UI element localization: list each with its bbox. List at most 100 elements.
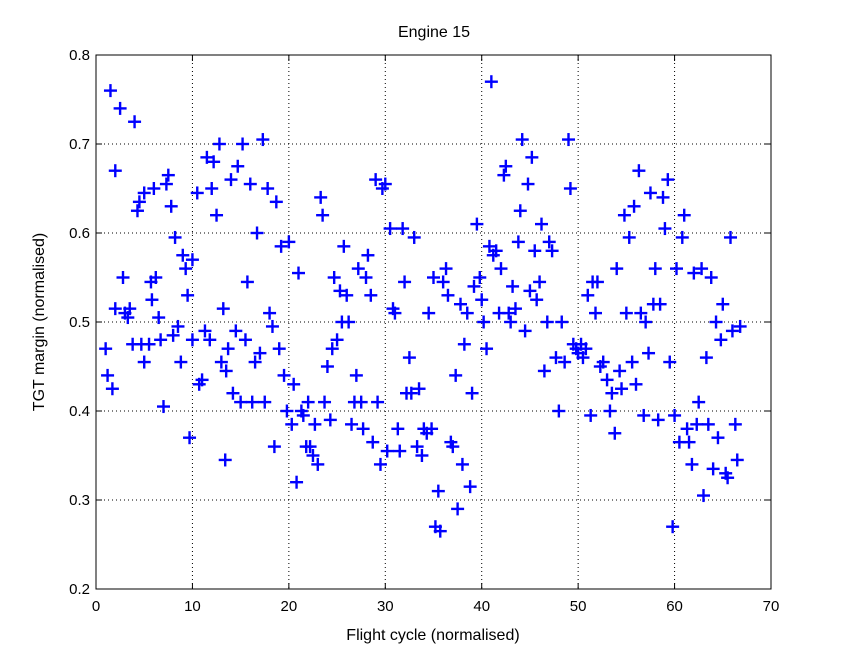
data-point <box>603 404 617 418</box>
data-point <box>371 395 385 409</box>
data-point <box>639 315 653 329</box>
data-point <box>622 230 636 244</box>
data-point <box>323 413 337 427</box>
data-point <box>480 342 494 356</box>
data-point <box>675 230 689 244</box>
data-point <box>415 449 429 462</box>
data-point <box>634 306 648 320</box>
data-point <box>600 373 614 387</box>
data-point <box>555 315 569 329</box>
data-point <box>306 449 320 462</box>
data-point <box>216 302 230 316</box>
data-point <box>642 346 656 360</box>
data-point <box>364 288 378 302</box>
data-point <box>714 333 728 347</box>
data-point <box>231 159 245 173</box>
data-point <box>454 297 467 311</box>
data-point <box>552 404 566 418</box>
data-point <box>721 471 735 485</box>
data-point <box>210 208 224 222</box>
data-point <box>159 177 173 191</box>
y-tick-label: 0.4 <box>69 403 90 420</box>
data-point <box>436 275 450 289</box>
data-point <box>584 408 598 422</box>
data-point <box>164 199 178 213</box>
data-point <box>245 395 259 409</box>
data-point <box>258 395 272 409</box>
data-point <box>226 386 240 400</box>
chart-title: Engine 15 <box>398 24 470 41</box>
data-point <box>632 164 646 178</box>
data-point <box>653 297 667 311</box>
data-point <box>680 422 694 436</box>
data-point <box>311 457 325 471</box>
x-tick-label: 0 <box>92 598 100 615</box>
data-point <box>643 186 657 200</box>
data-point <box>393 444 407 458</box>
data-point <box>682 435 696 449</box>
data-point <box>475 293 489 307</box>
data-point <box>198 324 212 338</box>
data-point <box>666 520 680 534</box>
data-point <box>613 364 627 378</box>
data-point <box>562 133 575 147</box>
data-point <box>185 253 199 267</box>
data-point <box>116 271 130 284</box>
data-point <box>292 266 305 280</box>
data-point <box>234 395 248 409</box>
data-point <box>579 342 593 356</box>
data-point <box>263 306 277 320</box>
data-point <box>661 173 675 187</box>
data-point <box>296 408 310 422</box>
data-point <box>407 230 421 244</box>
data-point <box>528 244 542 258</box>
y-tick-label: 0.5 <box>69 314 90 331</box>
data-point <box>205 182 219 195</box>
data-point <box>366 435 380 449</box>
y-axis-label: TGT margin (normalised) <box>31 233 48 411</box>
data-point <box>502 306 516 320</box>
data-point <box>181 288 195 302</box>
data-point <box>629 377 643 391</box>
data-point <box>449 368 463 382</box>
data-point <box>327 271 341 284</box>
data-point <box>250 226 264 240</box>
data-point <box>412 382 426 396</box>
data-point <box>161 168 175 182</box>
data-point <box>108 302 122 316</box>
data-point <box>145 293 159 307</box>
data-point <box>253 346 267 360</box>
data-point <box>236 137 250 151</box>
data-point <box>168 230 182 244</box>
data-point <box>154 333 168 347</box>
data-point <box>391 422 405 436</box>
data-point <box>229 324 243 338</box>
x-tick-label: 10 <box>184 598 201 615</box>
data-point <box>608 426 622 440</box>
data-point <box>610 262 624 276</box>
data-point <box>460 306 474 320</box>
y-tick-label: 0.7 <box>69 136 90 153</box>
data-point <box>433 524 447 538</box>
data-point <box>709 315 723 329</box>
data-point <box>451 502 465 516</box>
data-point <box>171 319 185 333</box>
data-point <box>704 271 718 284</box>
data-point <box>147 182 161 195</box>
data-point <box>132 195 146 209</box>
data-point <box>699 351 713 365</box>
data-point <box>431 484 445 498</box>
x-tick-label: 20 <box>281 598 298 615</box>
data-point <box>716 297 730 311</box>
data-point <box>535 217 548 231</box>
data-point <box>130 204 144 218</box>
data-series <box>99 75 747 538</box>
data-point <box>477 315 491 329</box>
data-point <box>157 400 170 414</box>
data-point <box>142 337 156 351</box>
data-point <box>545 244 559 258</box>
data-point <box>354 395 368 409</box>
data-point <box>690 417 704 431</box>
data-point <box>542 235 556 249</box>
